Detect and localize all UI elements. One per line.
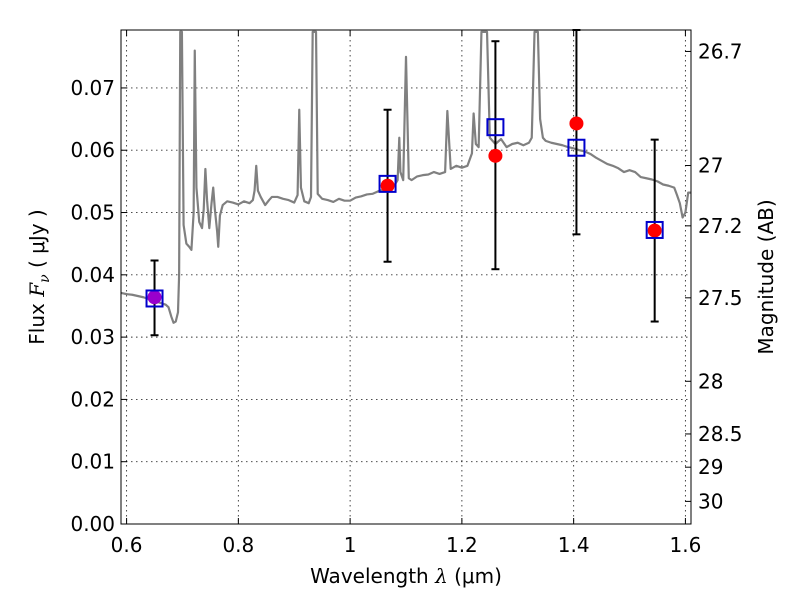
x-tick-label: 0.8 [222, 533, 254, 557]
mag-tick-label: 28.5 [698, 422, 743, 446]
data-point-square [645, 220, 664, 239]
tick-label-layer: 0.6 0.8 1 1.2 1.4 1.6 0.00 0.01 0.02 0.03 0.04 0.05… [70, 39, 742, 557]
y-tick-label: 0.01 [70, 450, 115, 474]
mag-tick-label: 26.7 [698, 39, 743, 63]
x-axis-title: Wavelength λ (μm) [310, 564, 502, 588]
data-point-square [567, 138, 586, 157]
plot-frame [120, 29, 692, 525]
mag-tick-label: 27.2 [698, 214, 743, 238]
data-point-circle [488, 148, 503, 163]
y-tick-label: 0.05 [70, 201, 115, 225]
tick-layer [121, 30, 691, 525]
data-point-square [145, 289, 164, 308]
y-tick-label: 0.03 [70, 325, 115, 349]
mag-tick-label: 29 [698, 455, 723, 479]
data-point-square [378, 174, 397, 193]
y-tick-label: 0.06 [70, 138, 115, 162]
y-tick-label: 0.07 [70, 76, 115, 100]
mag-tick-label: 28 [698, 369, 723, 393]
spectrum-layer [121, 30, 691, 324]
x-tick-label: 1.6 [670, 533, 702, 557]
x-tick-label: 1.2 [446, 533, 478, 557]
data-point-circle [380, 178, 395, 193]
y-tick-label: 0.02 [70, 387, 115, 411]
right-axis-title: Magnitude (AB) [754, 199, 778, 354]
mag-tick-label: 30 [698, 489, 723, 513]
data-point-circle [147, 290, 162, 305]
data-point-circle [569, 116, 584, 131]
data-point-circle [647, 223, 662, 238]
y-tick-label: 0.00 [70, 512, 115, 536]
x-tick-label: 1 [344, 533, 357, 557]
x-tick-label: 0.6 [111, 533, 143, 557]
y-axis-title: Flux Fν ( μJy ) [25, 209, 53, 344]
marker-layer [145, 116, 664, 308]
mag-tick-label: 27 [698, 154, 723, 178]
x-tick-label: 1.4 [558, 533, 590, 557]
mag-tick-label: 27.5 [698, 286, 743, 310]
data-point-square [486, 118, 505, 137]
y-tick-label: 0.04 [70, 263, 115, 287]
spectrum-line [121, 30, 691, 324]
